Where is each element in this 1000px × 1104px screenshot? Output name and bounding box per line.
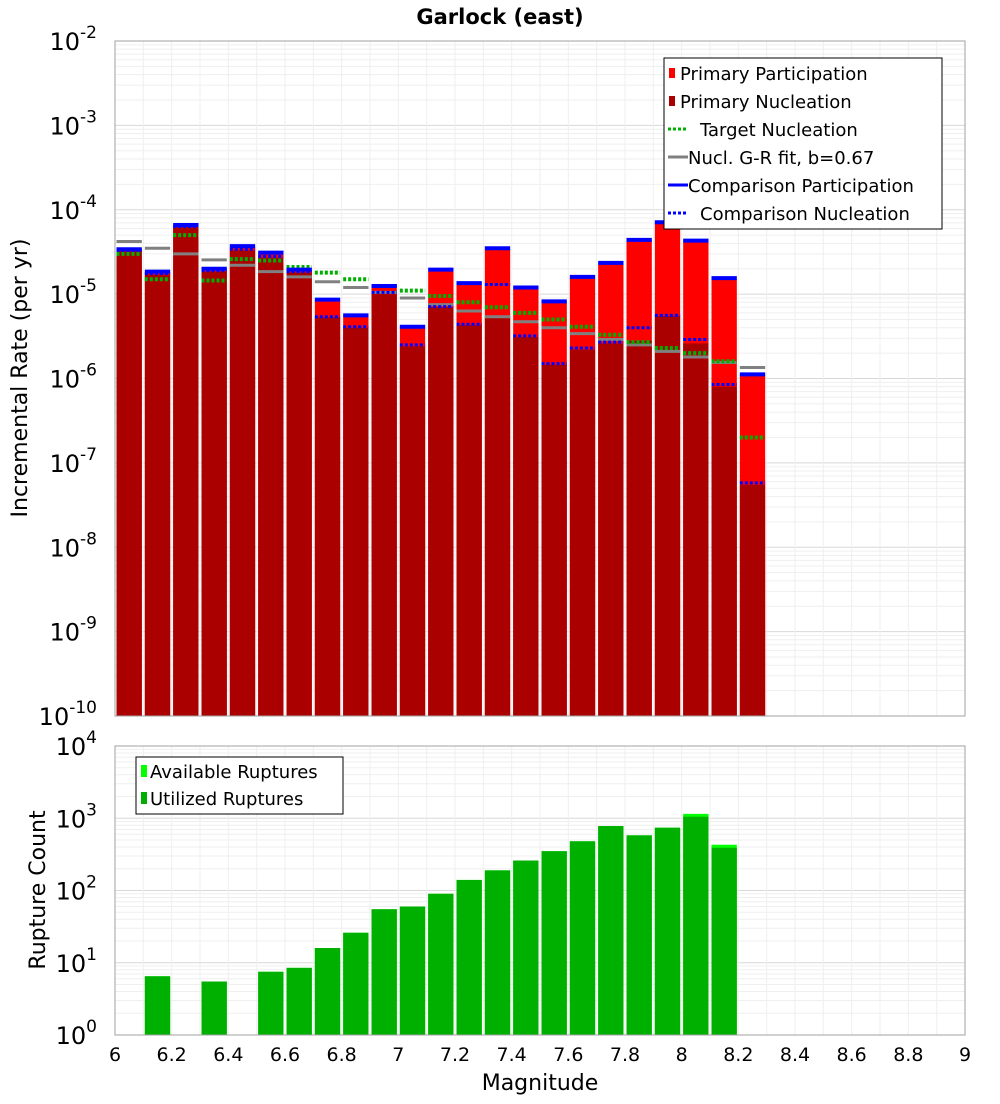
primary-nucleation-bar [314,317,341,716]
x-tick-label: 8 [676,1044,688,1066]
primary-nucleation-bar [739,484,766,716]
bottom-y-tick-label: 100 [56,1017,97,1050]
primary-nucleation-bar [343,327,369,716]
legend-label: Comparison Nucleation [700,204,910,225]
x-tick-label: 6.4 [213,1044,243,1066]
legend-label: Utilized Ruptures [150,789,303,810]
primary-nucleation-bar [144,274,171,716]
chart-title: Garlock (east) [416,5,583,29]
top-y-tick-label: 10-4 [50,192,98,225]
top-y-tick-label: 10-10 [39,698,97,731]
x-tick-label: 7.2 [440,1044,470,1066]
utilized-ruptures-bar [456,879,482,1035]
utilized-ruptures-bar [711,847,737,1035]
utilized-ruptures-bar [513,860,539,1035]
primary-nucleation-bar [229,250,256,717]
legend-label: Nucl. G-R fit, b=0.67 [688,148,874,169]
legend-label: Primary Nucleation [680,92,852,113]
top-y-tick-label: 10-5 [50,276,98,309]
top-plot-area: 10-10 10-9 10-8 10-7 10-6 10-5 10-4 10-3 10-2 Pri… [39,23,966,731]
primary-nucleation-bar [598,343,624,716]
utilized-ruptures-bar [683,816,709,1035]
x-tick-label: 6.2 [157,1044,187,1066]
x-tick-label: 9 [959,1044,971,1066]
bottom-y-tick-label: 101 [56,945,97,978]
x-tick-label: 8.8 [893,1044,923,1066]
bottom-legend-box [135,756,344,815]
legend-swatch [669,96,675,106]
primary-nucleation-bar [286,272,312,716]
utilized-ruptures-bar [343,932,369,1035]
primary-nucleation-bar [484,316,511,716]
x-tick-label: 8.4 [780,1044,810,1066]
legend-label: Target Nucleation [699,120,858,141]
legend-swatch [669,68,675,78]
primary-nucleation-bar [201,271,227,716]
primary-nucleation-bar [173,227,199,716]
bottom-y-tick-label: 104 [56,728,97,761]
utilized-ruptures-bar [201,981,227,1035]
top-y-tick-label: 10-9 [50,614,98,647]
top-y-tick-label: 10-3 [50,107,98,140]
x-tick-label: 6.6 [270,1044,300,1066]
utilized-ruptures-bar [258,971,284,1035]
x-axis-label: Magnitude [482,1071,599,1096]
bottom-y-axis-label: Rupture Count [26,810,51,970]
bottom-plot-area: 100 101 102 103 104 6 6.2 6.4 6.6 6.8 7 7.2 7.4 7.6 7.… [56,728,971,1066]
legend-swatch [141,765,147,777]
top-legend-box [663,57,943,230]
x-tick-label: 7 [392,1044,404,1066]
utilized-ruptures-bar [569,841,596,1035]
primary-nucleation-bar [371,294,397,716]
utilized-ruptures-bar [428,893,454,1035]
top-plot-border [114,40,966,717]
top-y-tick-label: 10-2 [50,23,98,56]
primary-nucleation-bar [258,257,284,716]
top-y-axis-label: Incremental Rate (per yr) [8,239,33,518]
x-tick-label: 8.2 [723,1044,753,1066]
legend-label: Primary Participation [680,64,868,85]
primary-nucleation-bar [513,337,539,716]
primary-nucleation-bar [116,251,142,716]
top-y-tick-label: 10-8 [50,529,98,562]
legend-label: Available Ruptures [150,762,318,783]
bottom-plot-border [114,745,966,1036]
primary-nucleation-bar [428,307,454,716]
x-tick-label: 6 [109,1044,121,1066]
primary-nucleation-bar [399,346,426,716]
legend-swatch [141,792,147,804]
primary-nucleation-bar [626,340,652,716]
primary-nucleation-bar [711,386,737,716]
primary-nucleation-bar [569,349,596,716]
x-tick-label: 7.8 [610,1044,640,1066]
utilized-ruptures-bar [484,870,511,1035]
x-tick-label: 6.8 [327,1044,357,1066]
utilized-ruptures-bar [399,906,426,1035]
utilized-ruptures-bar [626,835,652,1035]
legend-label: Comparison Participation [688,176,914,197]
primary-nucleation-bar [456,325,482,716]
x-tick-label: 7.6 [553,1044,583,1066]
utilized-ruptures-bar [144,976,171,1035]
utilized-ruptures-bar [286,967,312,1035]
x-tick-label: 8.6 [837,1044,867,1066]
utilized-ruptures-bar [314,948,341,1035]
x-tick-label: 7.4 [497,1044,527,1066]
bottom-y-tick-label: 103 [56,800,97,833]
utilized-ruptures-bar [371,909,397,1035]
primary-nucleation-bar [683,343,709,716]
primary-nucleation-bar [654,316,681,716]
utilized-ruptures-bar [654,827,681,1035]
utilized-ruptures-bar [541,851,567,1035]
primary-nucleation-bar [541,364,567,716]
top-y-tick-label: 10-6 [50,361,98,394]
top-y-tick-label: 10-7 [50,445,98,478]
utilized-ruptures-bar [598,826,624,1035]
bottom-y-tick-label: 102 [56,873,97,906]
